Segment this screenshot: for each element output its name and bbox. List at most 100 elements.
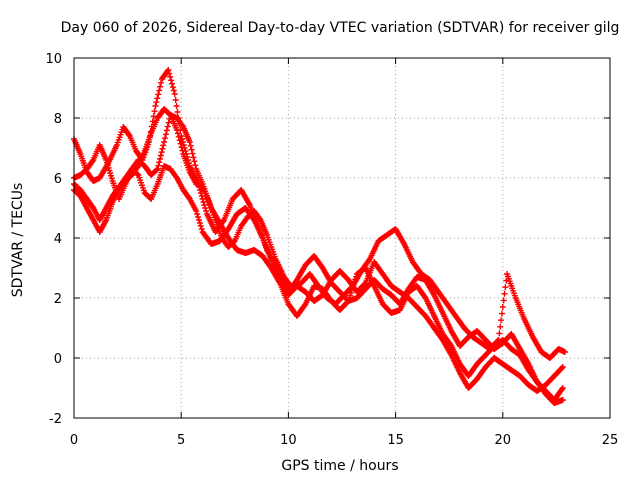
x-axis-label: GPS time / hours bbox=[281, 458, 398, 474]
x-tick-label: 15 bbox=[387, 433, 404, 448]
data-point bbox=[201, 202, 208, 208]
data-point bbox=[157, 79, 164, 86]
data-point bbox=[498, 317, 505, 324]
data-point bbox=[196, 220, 203, 226]
plot-frame bbox=[73, 57, 611, 419]
data-point bbox=[167, 73, 174, 80]
y-tick-label: 10 bbox=[45, 52, 62, 67]
data-point bbox=[165, 119, 172, 126]
data-point bbox=[156, 87, 163, 94]
data-point bbox=[154, 95, 161, 102]
data-point bbox=[193, 208, 200, 214]
data-point bbox=[173, 103, 180, 109]
data-point bbox=[162, 131, 169, 138]
series-track-1 bbox=[71, 67, 566, 403]
data-point bbox=[151, 108, 158, 115]
y-axis-label: SDTVAR / TECUs bbox=[10, 183, 26, 298]
data-point bbox=[496, 330, 503, 337]
y-tick-label: 6 bbox=[54, 172, 62, 187]
data-point bbox=[152, 103, 159, 109]
data-point bbox=[558, 386, 565, 393]
data-point bbox=[559, 385, 566, 391]
data-point bbox=[156, 159, 163, 166]
data-point bbox=[186, 139, 193, 145]
y-tick-label: 4 bbox=[54, 232, 62, 247]
data-point bbox=[160, 142, 167, 149]
data-point bbox=[171, 91, 178, 97]
data-point bbox=[168, 77, 175, 84]
data-point bbox=[174, 130, 181, 137]
data-point bbox=[178, 144, 185, 151]
data-point bbox=[153, 99, 160, 106]
y-tick-label: 8 bbox=[54, 112, 62, 127]
y-tick-labels: -2 0 2 4 6 8 10 bbox=[45, 52, 62, 427]
data-point bbox=[495, 337, 502, 343]
data-point bbox=[195, 214, 202, 220]
data-point bbox=[172, 173, 179, 180]
y-tick-label: 0 bbox=[54, 352, 62, 367]
data-point bbox=[498, 310, 505, 317]
y-tick-label: -2 bbox=[49, 412, 62, 427]
data-point bbox=[188, 146, 195, 153]
data-point bbox=[172, 97, 179, 103]
data-point bbox=[190, 154, 197, 161]
data-point bbox=[202, 205, 209, 211]
series-track-4 bbox=[71, 106, 568, 361]
data-point bbox=[155, 91, 162, 98]
x-tick-label: 20 bbox=[495, 433, 512, 448]
data-point bbox=[199, 196, 206, 202]
data-point bbox=[164, 123, 171, 130]
x-tick-label: 10 bbox=[280, 433, 297, 448]
data-point bbox=[89, 158, 96, 165]
x-tick-label: 5 bbox=[177, 433, 185, 448]
data-point bbox=[191, 158, 198, 165]
data-point bbox=[189, 150, 196, 157]
data-point bbox=[192, 162, 199, 169]
data-point bbox=[494, 337, 501, 344]
chart-title: Day 060 of 2026, Sidereal Day-to-day VTE… bbox=[61, 20, 620, 36]
data-point bbox=[157, 155, 164, 162]
data-point bbox=[561, 349, 568, 355]
data-point bbox=[203, 208, 210, 214]
data-point bbox=[134, 164, 141, 171]
data-point bbox=[499, 304, 506, 310]
data-point bbox=[194, 211, 201, 217]
data-point bbox=[155, 162, 162, 169]
data-point bbox=[165, 67, 172, 73]
data-point bbox=[174, 109, 181, 115]
y-tick-label: 2 bbox=[54, 292, 62, 307]
data-point bbox=[157, 152, 164, 159]
data-point bbox=[166, 70, 173, 77]
data-point bbox=[187, 142, 194, 149]
data-point bbox=[179, 122, 186, 129]
data-point bbox=[161, 135, 168, 142]
data-point bbox=[177, 140, 184, 147]
series-track-3 bbox=[71, 142, 566, 394]
data-point bbox=[198, 226, 205, 232]
data-point bbox=[173, 127, 180, 133]
data-point bbox=[159, 145, 166, 152]
data-point bbox=[559, 397, 566, 403]
data-point bbox=[344, 298, 351, 305]
data-point bbox=[176, 137, 183, 144]
data-point bbox=[161, 139, 168, 145]
data-point bbox=[500, 297, 507, 304]
data-point bbox=[558, 364, 565, 371]
data-point bbox=[169, 84, 176, 91]
data-point bbox=[559, 364, 566, 370]
data-points bbox=[71, 67, 568, 406]
data-point bbox=[125, 131, 132, 138]
data-point bbox=[169, 80, 176, 87]
data-point bbox=[179, 147, 186, 154]
data-point bbox=[501, 290, 508, 297]
data-point bbox=[200, 199, 207, 205]
data-point bbox=[197, 223, 204, 229]
data-point bbox=[175, 133, 182, 140]
data-point bbox=[158, 149, 165, 156]
data-point bbox=[157, 83, 164, 90]
data-point bbox=[163, 127, 170, 134]
data-point bbox=[195, 217, 202, 223]
x-tick-label: 0 bbox=[70, 433, 78, 448]
data-point bbox=[497, 323, 504, 330]
